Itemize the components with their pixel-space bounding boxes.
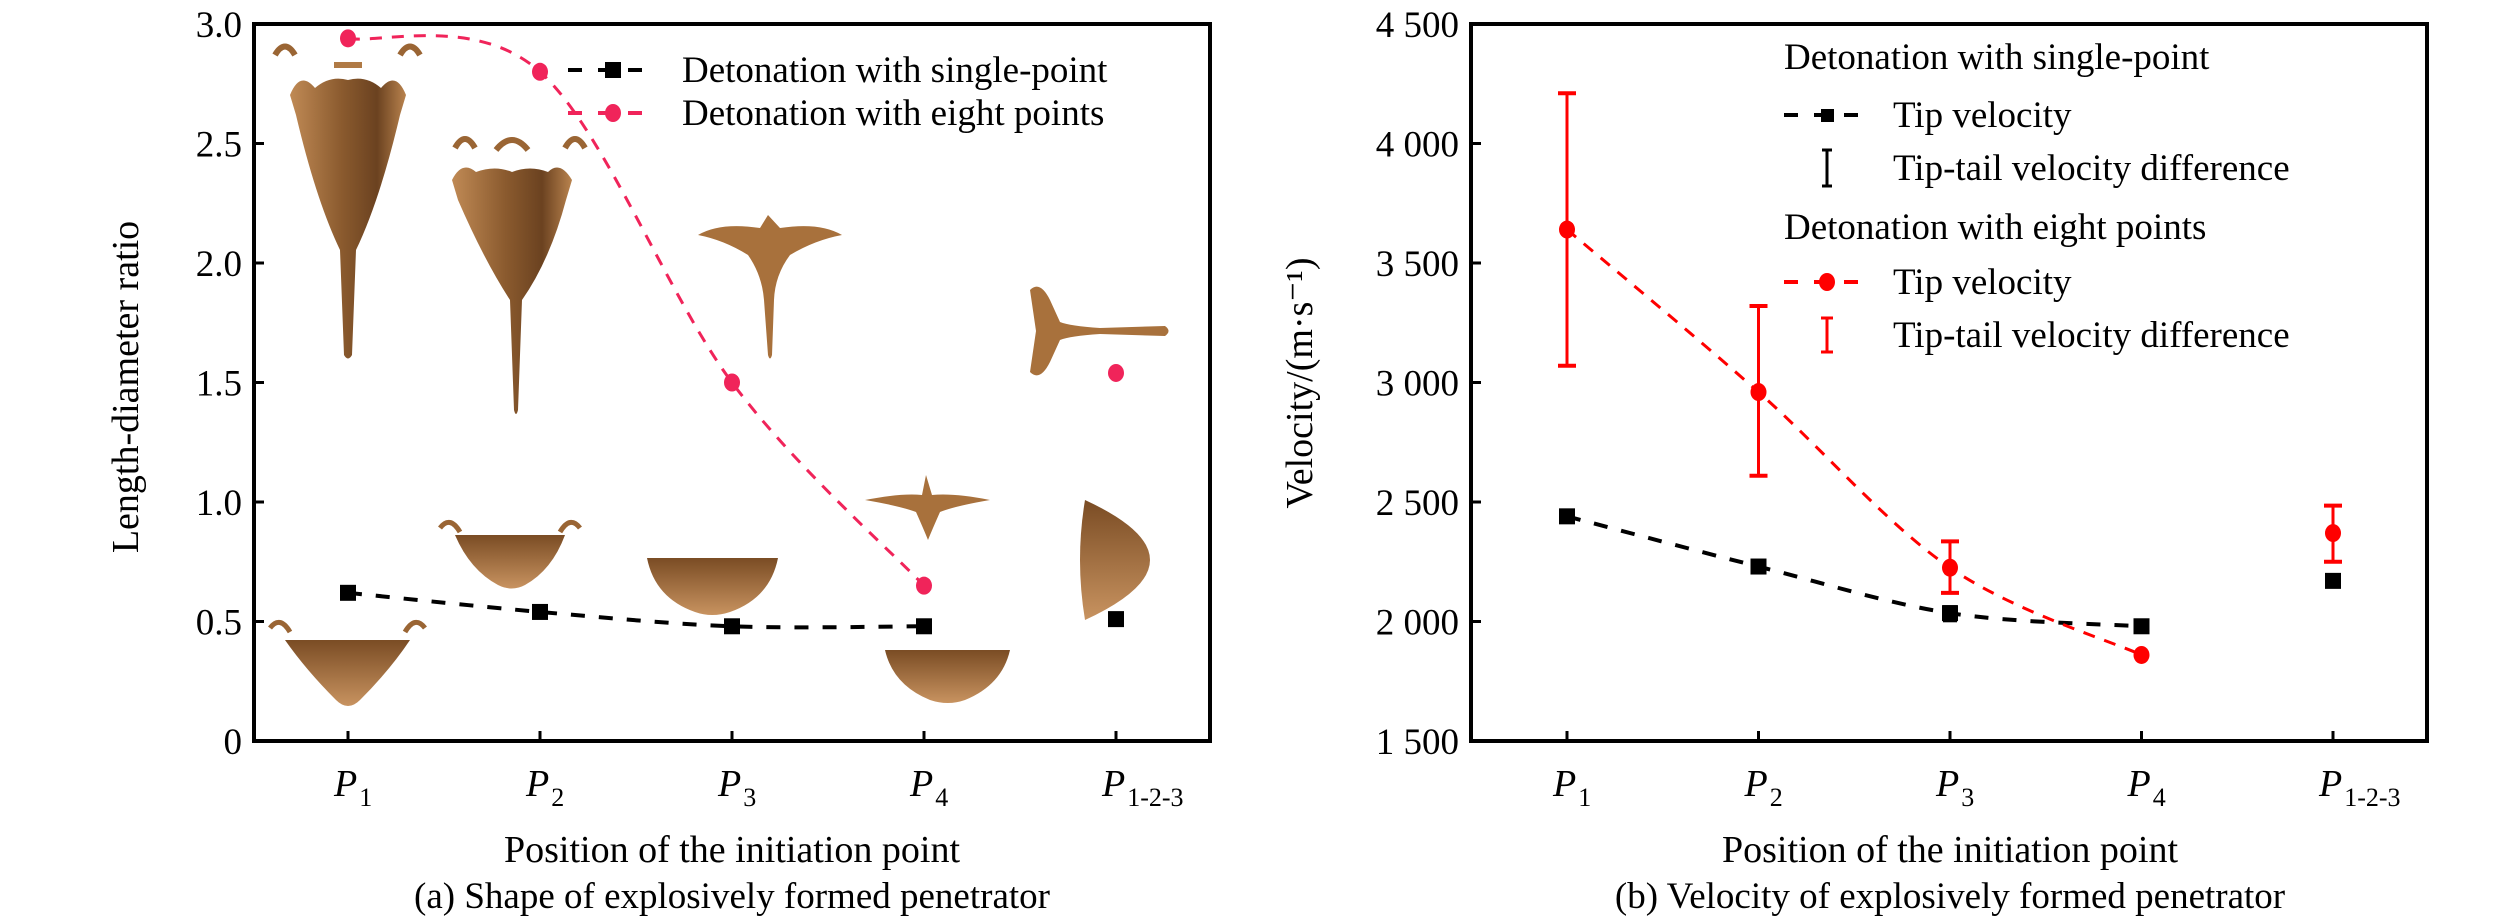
data-point-square: [1942, 605, 1958, 622]
caption-a: (a) Shape of explosively formed penetrat…: [414, 876, 1050, 917]
penetrator-p123-eight-icon: [1030, 286, 1169, 376]
caption-b: (b) Velocity of explosively formed penet…: [1615, 876, 2285, 917]
data-point-circle: [1750, 383, 1767, 402]
legend-item-eight-errorbar: Tip-tail velocity difference: [1821, 315, 2290, 356]
square-marker-icon: [605, 62, 621, 78]
x-tick-label: P1-2-3: [2318, 763, 2401, 812]
fit-curve: [347, 34, 926, 587]
x-tick-label: P1-2-3: [1101, 763, 1184, 812]
legend-item-single-tip-velocity: Tip velocity: [1784, 95, 2072, 136]
errorbar-icon: [1821, 316, 1833, 354]
x-tick-label: P4: [2127, 763, 2166, 812]
data-point-circle: [1108, 363, 1124, 382]
penetrator-p4-eight-icon: [865, 475, 990, 540]
legend-group-title: Detonation with single-point: [1784, 37, 2210, 78]
circle-marker-icon: [1819, 273, 1835, 291]
legend-label: Tip velocity: [1893, 262, 2072, 303]
y-tick-label: 0: [224, 722, 243, 763]
legend-label: Detonation with single-point: [682, 50, 1108, 91]
y-tick-label: 2.5: [196, 125, 242, 166]
data-point-circle: [532, 62, 548, 81]
x-tick-label: P2: [1744, 763, 1783, 812]
legend-a: Detonation with single-point Detonation …: [568, 50, 1108, 134]
y-tick-label: 0.5: [196, 603, 242, 644]
legend-label: Tip velocity: [1893, 95, 2072, 136]
legend-item-eight-points: Detonation with eight points: [568, 93, 1104, 134]
data-point-square: [340, 584, 356, 601]
legend-label: Detonation with eight points: [682, 93, 1104, 134]
y-tick-label: 3 500: [1376, 244, 1459, 285]
data-point-square: [1559, 508, 1575, 525]
fit-curve: [1566, 514, 2142, 629]
penetrator-p3-eight-icon: [698, 215, 842, 359]
panel-a-shape-chart: 0 0.5 1.0 1.5 2.0 2.5 3.0 P1 P2 P3 P4 P1-2-3 Lengt…: [105, 5, 1212, 917]
legend-item-single-errorbar: Tip-tail velocity difference: [1822, 148, 2290, 189]
y-ticks-a: 0 0.5 1.0 1.5 2.0 2.5 3.0: [196, 5, 264, 763]
y-axis-title-a: Length-diameter ratio: [105, 221, 147, 553]
penetrator-p123-single-icon: [1080, 500, 1150, 620]
data-point-circle: [1559, 220, 1575, 239]
fit-curves-b: [1566, 228, 2143, 657]
data-point-circle: [724, 373, 740, 392]
x-tick-label: P3: [717, 763, 756, 812]
data-point-square: [724, 618, 740, 635]
y-tick-label: 1 500: [1376, 722, 1459, 763]
data-point-square: [2325, 572, 2341, 589]
circle-marker-icon: [605, 104, 621, 122]
data-point-circle: [1942, 558, 1958, 577]
legend-label: Tip-tail velocity difference: [1893, 148, 2290, 189]
y-ticks-b: 1 500 2 000 2 500 3 000 3 500 4 000 4 500: [1376, 5, 1481, 763]
penetrator-images: [268, 43, 1169, 706]
data-point-circle: [2133, 645, 2150, 664]
legend-b: Detonation with single-point Tip velocit…: [1784, 37, 2290, 356]
legend-label: Tip-tail velocity difference: [1893, 315, 2290, 356]
square-marker-icon: [1821, 109, 1834, 122]
y-tick-label: 1.0: [196, 483, 242, 524]
y-tick-label: 2.0: [196, 244, 242, 285]
x-axis-title-a: Position of the initiation point: [504, 829, 960, 871]
y-tick-label: 2 000: [1376, 603, 1459, 644]
x-tick-label: P3: [1935, 763, 1974, 812]
y-axis-title-b: Velocity/(m·s⁻¹): [1279, 258, 1321, 509]
y-tick-label: 3.0: [196, 5, 242, 46]
x-tick-label: P2: [525, 763, 564, 812]
y-tick-label: 4 000: [1376, 125, 1459, 166]
data-point-circle: [2325, 524, 2341, 543]
data-point-square: [1108, 611, 1124, 628]
data-point-square: [1750, 558, 1767, 575]
data-point-square: [532, 603, 548, 620]
panel-b-velocity-chart: 1 500 2 000 2 500 3 000 3 500 4 000 4 500 P1 P2…: [1279, 5, 2429, 917]
x-tick-label: P4: [909, 763, 948, 812]
legend-group-title: Detonation with eight points: [1784, 207, 2206, 248]
penetrator-p1-eight-icon: [272, 43, 423, 359]
penetrator-p1-single-icon: [268, 619, 427, 706]
fit-curve: [1566, 228, 2143, 657]
y-tick-label: 1.5: [196, 364, 242, 405]
x-tick-label: P1: [1552, 763, 1591, 812]
data-point-square: [916, 618, 932, 635]
fit-curves-a: [347, 34, 926, 630]
y-tick-label: 3 000: [1376, 364, 1459, 405]
data-marks-a: [340, 29, 1124, 635]
data-point-circle: [916, 576, 932, 595]
legend-item-single-point: Detonation with single-point: [568, 50, 1108, 91]
x-ticks-b: P1 P2 P3 P4 P1-2-3: [1552, 731, 2401, 812]
x-axis-title-b: Position of the initiation point: [1722, 829, 2178, 871]
penetrator-p2-eight-icon: [452, 136, 588, 414]
legend-item-eight-tip-velocity: Tip velocity: [1784, 262, 2072, 303]
penetrator-p3-single-icon: [647, 558, 778, 615]
x-ticks-a: P1 P2 P3 P4 P1-2-3: [333, 731, 1184, 812]
penetrator-p4-single-icon: [885, 650, 1010, 703]
data-marks-b: [1558, 91, 2342, 664]
data-point-circle: [340, 29, 356, 48]
y-tick-label: 4 500: [1376, 5, 1459, 46]
errorbar-icon: [1822, 148, 1832, 188]
penetrator-p2-single-icon: [438, 519, 582, 589]
y-tick-label: 2 500: [1376, 483, 1459, 524]
fit-curve: [347, 590, 925, 630]
x-tick-label: P1: [333, 763, 372, 812]
data-point-square: [2133, 618, 2150, 635]
